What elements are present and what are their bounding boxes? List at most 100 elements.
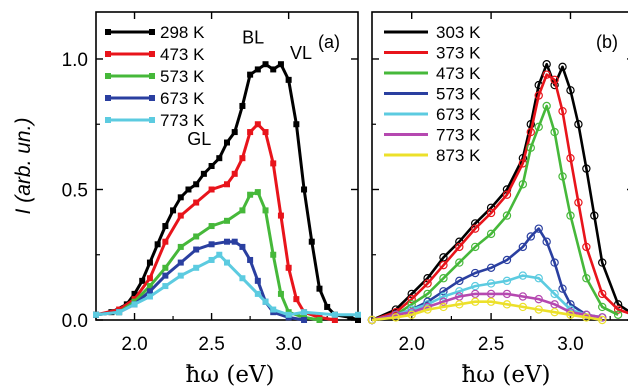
data-point: [178, 244, 184, 250]
data-point: [247, 192, 253, 198]
data-point: [278, 61, 284, 67]
data-point: [239, 244, 245, 250]
legend-label: 673 K: [160, 89, 205, 108]
data-point: [232, 239, 238, 245]
annotation-label: BL: [242, 27, 264, 47]
data-point: [209, 186, 215, 192]
x-tick-label: 2.0: [398, 334, 424, 355]
data-point: [170, 207, 176, 213]
y-tick-label: 0.5: [62, 180, 88, 201]
data-point: [332, 312, 338, 318]
data-point: [147, 294, 153, 300]
series-line: [96, 64, 358, 320]
x-tick-label: 3.0: [275, 334, 301, 355]
legend-marker: [105, 73, 111, 79]
data-point: [224, 218, 230, 224]
data-point: [162, 239, 168, 245]
data-point: [270, 307, 276, 313]
data-point: [185, 186, 191, 192]
data-point: [247, 257, 253, 263]
data-point: [193, 181, 199, 187]
data-point: [286, 77, 292, 83]
data-point: [286, 312, 292, 318]
data-point: [162, 223, 168, 229]
data-point: [209, 257, 215, 263]
data-point: [93, 312, 99, 318]
data-point: [293, 296, 299, 302]
legend-label: 298 K: [160, 23, 205, 42]
legend-marker: [105, 95, 111, 101]
data-point: [255, 121, 261, 127]
data-point: [147, 275, 153, 281]
data-point: [178, 194, 184, 200]
data-point: [324, 304, 330, 310]
legend-marker: [105, 117, 111, 123]
data-point: [301, 317, 307, 323]
panel-a-ticks: 2.0 2.5 3.00.00.51.0: [62, 12, 358, 355]
data-point: [355, 312, 361, 318]
data-point: [155, 241, 161, 247]
data-point: [193, 200, 199, 206]
panel-a-legend: 298 K 473 K 573 K 673 K 773 K: [105, 23, 205, 130]
data-point: [247, 72, 253, 78]
data-point: [132, 301, 138, 307]
panel-a-series: [93, 61, 361, 323]
panel-b-label: (b): [596, 32, 618, 52]
data-point: [162, 283, 168, 289]
data-point: [316, 286, 322, 292]
legend-label: 773 K: [436, 126, 481, 145]
legend-label: 473 K: [436, 64, 481, 83]
panel-b-x-axis-label: ħω (eV): [461, 362, 550, 388]
data-point: [278, 213, 284, 219]
data-point: [301, 186, 307, 192]
data-point: [255, 66, 261, 72]
y-tick-label: 1.0: [62, 50, 88, 71]
data-point: [162, 273, 168, 279]
annotation-label: GL: [187, 129, 211, 149]
data-point: [263, 299, 269, 305]
panel-b-series: [368, 61, 628, 324]
data-point: [201, 171, 207, 177]
data-point: [301, 309, 307, 315]
data-point: [162, 265, 168, 271]
legend-label: 473 K: [160, 45, 205, 64]
data-point: [193, 233, 199, 239]
data-point: [209, 223, 215, 229]
legend-label: 573 K: [436, 85, 481, 104]
data-point: [255, 189, 261, 195]
data-point: [270, 160, 276, 166]
data-point: [224, 140, 230, 146]
data-point: [178, 260, 184, 266]
annotation-label: VL: [290, 43, 312, 63]
data-point: [116, 309, 122, 315]
data-point: [239, 207, 245, 213]
legend-label: 673 K: [436, 105, 481, 124]
panel-a-frame: [96, 12, 358, 320]
panel-a-label: (a): [318, 32, 340, 52]
data-point: [193, 247, 199, 253]
legend-label: 303 K: [436, 23, 481, 42]
data-point: [216, 252, 222, 258]
data-point: [209, 163, 215, 169]
panel-a: (a) I (arb. un.) ħω (eV) 2.0 2.5 3.00.00.5…: [12, 12, 361, 388]
panel-b: (b) ħω (eV) 2.0 2.5 3.0 303 K373 K473 K573…: [368, 12, 628, 388]
y-axis-label: I (arb. un.): [12, 118, 35, 215]
x-tick-label: 2.0: [121, 334, 147, 355]
data-point: [286, 265, 292, 271]
data-point: [239, 275, 245, 281]
data-point: [193, 265, 199, 271]
data-point: [224, 239, 230, 245]
legend-marker: [149, 51, 155, 57]
legend-marker: [149, 29, 155, 35]
legend-marker: [149, 95, 155, 101]
data-point: [224, 260, 230, 266]
data-point: [316, 317, 322, 323]
data-point: [255, 291, 261, 297]
data-point: [263, 207, 269, 213]
data-point: [263, 129, 269, 135]
legend-marker: [105, 29, 111, 35]
x-tick-label: 2.5: [478, 334, 504, 355]
data-point: [178, 273, 184, 279]
